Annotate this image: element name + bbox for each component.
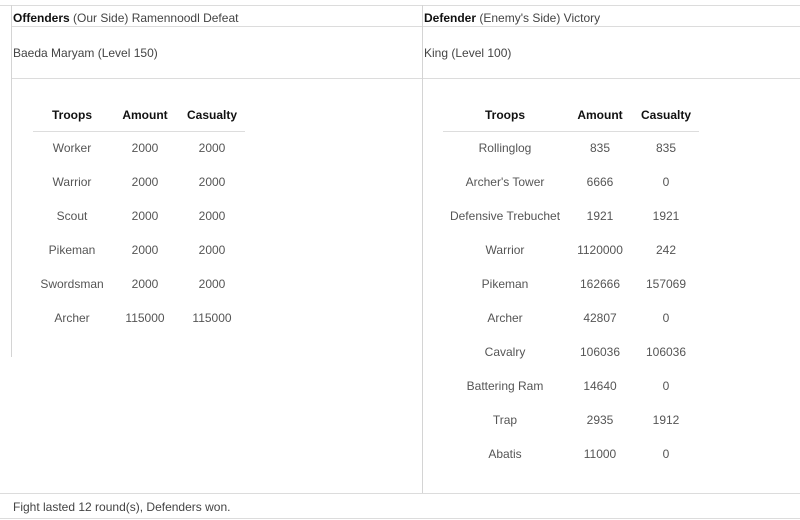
table-cell: Scout (56, 209, 88, 223)
column-header: Casualty (633, 99, 699, 132)
column-header: Troops (33, 99, 111, 132)
battle-summary: Fight lasted 12 round(s), Defenders won. (13, 500, 231, 514)
table-cell: Pikeman (48, 243, 96, 257)
table-cell: Swordsman (40, 277, 104, 291)
table-row: Battering Ram 14640 0 (443, 369, 699, 403)
table-cell: 835 (655, 141, 677, 156)
table-cell: 6666 (586, 175, 614, 189)
table-row: Warrior 1120000 242 (443, 233, 699, 267)
table-cell: 2935 (586, 413, 614, 427)
table-row: Worker 2000 2000 (33, 131, 245, 165)
table-row: Pikeman 162666 157069 (443, 267, 699, 301)
table-header: Troops Amount Casualty (33, 99, 245, 132)
divider (0, 518, 800, 519)
table-cell: 0 (662, 175, 670, 189)
table-cell: 106036 (579, 345, 621, 359)
table-header: Troops Amount Casualty (443, 99, 699, 132)
table-cell: 2000 (131, 141, 159, 156)
table-row: Pikeman 2000 2000 (33, 233, 245, 267)
table-cell: 0 (662, 379, 670, 393)
table-cell: Worker (52, 141, 92, 156)
table-cell: 835 (589, 141, 611, 156)
table-cell: 0 (662, 447, 670, 461)
table-cell: Warrior (52, 175, 92, 189)
offender-title: Offenders (Our Side) Ramennoodl Defeat (13, 11, 239, 25)
table-row: Archer 115000 115000 (33, 301, 245, 335)
column-header: Troops (443, 99, 567, 132)
table-cell: 1921 (652, 209, 680, 223)
defender-commander: King (Level 100) (424, 46, 512, 60)
table-row: Archer 42807 0 (443, 301, 699, 335)
table-cell: Defensive Trebuchet (449, 209, 561, 223)
divider (11, 26, 800, 27)
table-cell: Archer (487, 311, 523, 325)
table-cell: 2000 (131, 175, 159, 189)
table-cell: 115000 (125, 311, 165, 325)
table-cell: 2000 (198, 141, 226, 156)
table-cell: 162666 (579, 277, 621, 291)
divider (0, 5, 800, 6)
table-cell: Archer's Tower (465, 175, 545, 189)
table-cell: 1120000 (577, 243, 623, 257)
table-row: Warrior 2000 2000 (33, 165, 245, 199)
table-cell: 11000 (583, 447, 617, 461)
divider (0, 493, 800, 494)
table-row: Trap 2935 1912 (443, 403, 699, 437)
table-cell: Archer (54, 311, 90, 325)
table-cell: 1912 (652, 413, 680, 427)
defender-title: Defender (Enemy's Side) Victory (424, 11, 601, 25)
table-cell: 2000 (198, 209, 226, 223)
table-cell: 2000 (131, 209, 159, 223)
table-cell: Abatis (488, 447, 522, 461)
defender-troops-table: Troops Amount Casualty Rollinglog 835 835 Arch… (443, 99, 699, 471)
table-cell: 115000 (192, 311, 232, 325)
offender-troops-table: Troops Amount Casualty Worker 2000 2000 Warrio… (33, 99, 245, 335)
table-row: Rollinglog 835 835 (443, 131, 699, 165)
offender-commander: Baeda Maryam (Level 150) (13, 46, 158, 60)
table-cell: 0 (662, 311, 670, 325)
divider (11, 78, 800, 79)
table-row: Abatis 11000 0 (443, 437, 699, 471)
table-cell: 2000 (131, 243, 159, 257)
table-cell: 1921 (586, 209, 614, 223)
table-row: Archer's Tower 6666 0 (443, 165, 699, 199)
table-row: Defensive Trebuchet 1921 1921 (443, 199, 699, 233)
table-row: Swordsman 2000 2000 (33, 267, 245, 301)
table-cell: Rollinglog (478, 141, 532, 156)
column-header: Amount (111, 99, 179, 132)
table-cell: Cavalry (484, 345, 526, 359)
column-header: Amount (567, 99, 633, 132)
divider (11, 5, 12, 357)
table-cell: 157069 (645, 277, 687, 291)
table-cell: 2000 (198, 175, 226, 189)
table-cell: 14640 (583, 379, 617, 393)
table-cell: Pikeman (481, 277, 529, 291)
table-cell: Warrior (485, 243, 525, 257)
table-cell: 42807 (583, 311, 617, 325)
table-cell: Trap (492, 413, 518, 427)
table-cell: 2000 (198, 277, 226, 291)
table-cell: 242 (655, 243, 677, 257)
divider (422, 5, 423, 493)
table-cell: Battering Ram (466, 379, 544, 393)
table-row: Scout 2000 2000 (33, 199, 245, 233)
table-row: Cavalry 106036 106036 (443, 335, 699, 369)
table-cell: 2000 (198, 243, 226, 257)
column-header: Casualty (179, 99, 245, 132)
table-cell: 2000 (131, 277, 159, 291)
table-cell: 106036 (645, 345, 687, 359)
